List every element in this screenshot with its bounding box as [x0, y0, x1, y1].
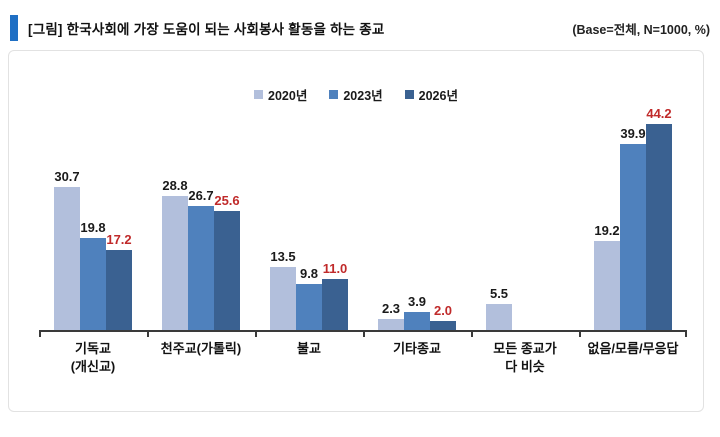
axis-tick [39, 332, 41, 337]
bar-slot: 26.7 [188, 188, 214, 330]
bar-value-label: 30.7 [54, 169, 80, 185]
bar-slot: 2.0 [430, 303, 456, 330]
bar-value-label: 25.6 [214, 192, 240, 208]
bar-value-label: 9.8 [299, 266, 319, 282]
legend-label: 2023년 [343, 89, 383, 103]
bar-slot: 11.0 [322, 261, 348, 330]
bar-value-label: 17.2 [106, 232, 132, 248]
bar: 39.9 [620, 126, 646, 330]
category-group: 30.7 19.8 17.2 [39, 169, 147, 330]
axis-tick [363, 332, 365, 337]
axis-tick [254, 332, 257, 337]
category-label: 천주교(가톨릭) [160, 341, 242, 356]
bar: 26.7 [188, 188, 214, 330]
bar-slot: 39.9 [620, 126, 646, 330]
category-labels: 기독교 (개신교) 천주교(가톨릭) 불교 기타종교 모든 종교가 다 비슷 없음/모름/… [39, 340, 687, 375]
category-label: 불교 [297, 341, 321, 356]
bar: 30.7 [54, 169, 80, 330]
axis-tick [470, 332, 473, 337]
bar: 44.2 [646, 106, 672, 330]
category-label: 모든 종교가 다 비슷 [493, 341, 557, 374]
bar-slot: 25.6 [214, 193, 240, 330]
chart-panel: 2020년 2023년 2026년 30.7 19.8 17.2 28.8 26.7 25… [8, 50, 704, 412]
category-label: 없음/모름/무응답 [587, 341, 679, 356]
legend-swatch [404, 90, 414, 99]
bar-slot: 13.5 [270, 249, 296, 330]
category-group: 5.5 [471, 286, 579, 330]
bar-value-label: 39.9 [620, 126, 646, 142]
category-label: 기독교 (개신교) [70, 341, 116, 374]
axis-tick [146, 332, 149, 337]
category-group: 13.5 9.8 11.0 [255, 249, 363, 330]
plot-area: 30.7 19.8 17.2 28.8 26.7 25.6 13.5 9.8 11.0 2.3 3.… [39, 51, 687, 330]
legend-item-2023: 2023년 [329, 85, 383, 104]
bar-slot: 44.2 [646, 106, 672, 330]
bar-slot: 2.3 [378, 301, 404, 330]
bar: 28.8 [162, 178, 188, 330]
bar-value-label: 44.2 [646, 106, 672, 122]
title-accent-bar [10, 15, 18, 41]
bar-slot: 3.9 [404, 294, 430, 330]
bar: 11.0 [322, 261, 348, 330]
bar-slot: 5.5 [486, 286, 512, 330]
page-header: [그림] 한국사회에 가장 도움이 되는 사회봉사 활동을 하는 종교 (Bas… [0, 0, 720, 50]
bar: 2.0 [430, 303, 456, 330]
axis-tick [685, 332, 687, 337]
bar-value-label: 2.0 [433, 302, 453, 318]
category-group: 2.3 3.9 2.0 [363, 294, 471, 330]
bar-value-label: 11.0 [322, 260, 348, 276]
bar: 2.3 [378, 301, 404, 330]
legend-item-2020: 2020년 [254, 85, 307, 104]
bar-value-label: 19.8 [80, 219, 106, 235]
bar: 13.5 [270, 249, 296, 330]
bar-groups: 30.7 19.8 17.2 28.8 26.7 25.6 13.5 9.8 11.0 2.3 3.… [39, 51, 687, 330]
category-label: 기타종교 [393, 341, 441, 356]
legend-item-2026: 2026년 [404, 85, 458, 104]
bar-value-label: 19.2 [594, 222, 620, 238]
bar: 5.5 [486, 286, 512, 330]
bar: 19.2 [594, 223, 620, 330]
bar-slot: 30.7 [54, 169, 80, 330]
bar-slot: 19.8 [80, 220, 106, 330]
bar-value-label: 28.8 [162, 178, 188, 194]
base-note: (Base=전체, N=1000, %) [572, 22, 710, 37]
bar-value-label: 5.5 [489, 286, 509, 302]
bar-slot: 9.8 [296, 266, 322, 330]
category-group: 19.2 39.9 44.2 [579, 106, 687, 330]
chart-title: [그림] 한국사회에 가장 도움이 되는 사회봉사 활동을 하는 종교 [28, 22, 385, 37]
bar-value-label: 3.9 [407, 293, 427, 309]
axis-tick [579, 332, 581, 337]
bar: 9.8 [296, 266, 322, 330]
legend-label: 2020년 [268, 89, 308, 103]
bar: 3.9 [404, 294, 430, 330]
bar-value-label: 26.7 [188, 187, 214, 203]
bar: 17.2 [106, 232, 132, 330]
bar-slot: 19.2 [594, 223, 620, 330]
bar-slot: 17.2 [106, 232, 132, 330]
legend-swatch [329, 90, 339, 99]
x-axis-line [39, 330, 687, 337]
bar: 19.8 [80, 220, 106, 330]
bar: 25.6 [214, 193, 240, 330]
bar-value-label: 2.3 [381, 301, 401, 317]
chart-legend: 2020년 2023년 2026년 [9, 85, 703, 104]
bar-value-label: 13.5 [270, 249, 296, 265]
category-group: 28.8 26.7 25.6 [147, 178, 255, 330]
legend-swatch [254, 90, 264, 99]
legend-label: 2026년 [418, 89, 458, 103]
bar-slot: 28.8 [162, 178, 188, 330]
